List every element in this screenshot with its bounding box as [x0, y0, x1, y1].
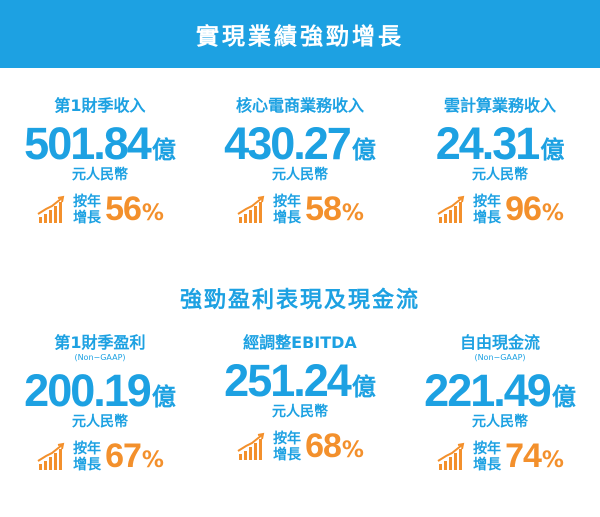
growth-label: 按年 增長 [273, 193, 302, 226]
growth-percent: 58 [305, 190, 342, 228]
growth-chart-icon [237, 432, 265, 460]
growth-label: 按年 增長 [73, 440, 102, 473]
metric-unit: 億 [151, 136, 176, 164]
growth-label: 按年 增長 [73, 193, 102, 226]
metric-label: 經調整EBITDA [243, 333, 357, 352]
growth-row: 按年 增長 96 % [400, 190, 600, 229]
metric-label: 第1財季收入 [54, 96, 146, 115]
growth-percent: 67 [105, 437, 142, 475]
metric-adjusted-ebitda: 經調整EBITDA 251.24 億 元人民幣 按年 增長 68 % [200, 333, 400, 466]
growth-percent-sign: % [341, 201, 364, 226]
growth-percent-sign: % [541, 448, 564, 473]
metric-value: 501.84 [24, 118, 152, 169]
growth-percent: 68 [305, 427, 342, 465]
growth-percent: 96 [505, 190, 542, 228]
growth-percent-sign: % [141, 448, 164, 473]
growth-chart-icon [437, 195, 465, 223]
header-banner: 實現業績強勁增長 [0, 0, 600, 68]
metric-unit: 億 [151, 383, 176, 411]
metric-value: 430.27 [224, 118, 352, 169]
metric-currency: 元人民幣 [472, 414, 528, 430]
metric-sublabel: (Non−GAAP) [474, 353, 526, 362]
metric-free-cash-flow: 自由現金流 (Non−GAAP) 221.49 億 元人民幣 按年 增長 74 % [400, 333, 600, 476]
growth-percent-sign: % [341, 438, 364, 463]
metric-value-row: 251.24 億 [200, 353, 400, 403]
growth-chart-icon [437, 442, 465, 470]
growth-label: 按年 增長 [273, 430, 302, 463]
metric-unit: 億 [551, 383, 576, 411]
metric-value: 24.31 [435, 118, 541, 169]
growth-chart-icon [37, 195, 65, 223]
growth-label: 按年 增長 [473, 440, 502, 473]
metric-label: 第1財季盈利 [54, 333, 146, 352]
metric-currency: 元人民幣 [272, 167, 328, 183]
growth-chart-icon [237, 195, 265, 223]
metric-value: 200.19 [24, 365, 152, 416]
metric-value: 221.49 [424, 365, 552, 416]
metric-sublabel: (Non−GAAP) [74, 353, 126, 362]
metric-quarterly-revenue: 第1財季收入 501.84 億 元人民幣 按年 增長 56 % [0, 96, 200, 229]
metric-quarterly-profit: 第1財季盈利 (Non−GAAP) 200.19 億 元人民幣 按年 增長 67 … [0, 333, 200, 476]
growth-percent: 56 [105, 190, 142, 228]
metric-value-row: 430.27 億 [200, 116, 400, 166]
metric-unit: 億 [540, 136, 565, 164]
metric-value: 251.24 [224, 355, 352, 406]
metric-value-row: 24.31 億 [400, 116, 600, 166]
metric-label: 核心電商業務收入 [235, 96, 364, 115]
metric-label: 自由現金流 [459, 333, 540, 352]
metric-core-ecommerce-revenue: 核心電商業務收入 430.27 億 元人民幣 按年 增長 58 % [200, 96, 400, 229]
growth-row: 按年 增長 68 % [200, 427, 400, 466]
metric-currency: 元人民幣 [72, 414, 128, 430]
growth-percent: 74 [505, 437, 542, 475]
growth-percent-sign: % [541, 201, 564, 226]
growth-row: 按年 增長 67 % [0, 437, 200, 476]
metric-value-row: 221.49 億 [400, 363, 600, 413]
metric-label: 雲計算業務收入 [443, 96, 556, 115]
growth-percent-sign: % [141, 201, 164, 226]
growth-row: 按年 增長 74 % [400, 437, 600, 476]
metric-currency: 元人民幣 [472, 167, 528, 183]
growth-chart-icon [37, 442, 65, 470]
metric-value-row: 200.19 億 [0, 363, 200, 413]
growth-row: 按年 增長 58 % [200, 190, 400, 229]
metric-unit: 億 [351, 136, 376, 164]
metric-currency: 元人民幣 [272, 404, 328, 420]
metric-unit: 億 [351, 373, 376, 401]
banner-title: 實現業績強勁增長 [196, 24, 404, 50]
metric-currency: 元人民幣 [72, 167, 128, 183]
metric-cloud-revenue: 雲計算業務收入 24.31 億 元人民幣 按年 增長 96 % [400, 96, 600, 229]
metric-value-row: 501.84 億 [0, 116, 200, 166]
growth-row: 按年 增長 56 % [0, 190, 200, 229]
growth-label: 按年 增長 [473, 193, 502, 226]
section-title: 強勁盈利表現及現金流 [179, 288, 420, 313]
